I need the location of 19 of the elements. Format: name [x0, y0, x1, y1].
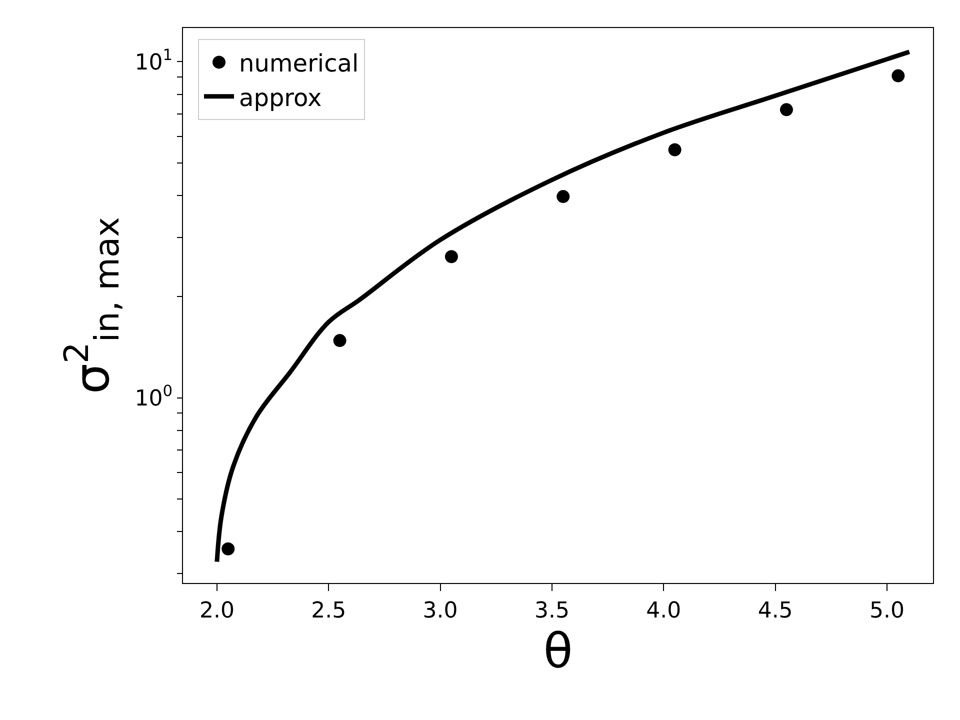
legend-label: approx [239, 84, 322, 112]
legend-label: numerical [239, 50, 359, 78]
x-tick-label: 5.0 [869, 598, 904, 624]
x-tick-label: 4.5 [758, 598, 793, 624]
point [333, 334, 346, 348]
point [668, 143, 682, 156]
x-tick-label: 4.0 [646, 598, 682, 624]
point [780, 103, 793, 116]
x-tick-label: 2.0 [199, 598, 234, 624]
x-tick-label: 3.0 [422, 598, 458, 624]
point [222, 542, 235, 556]
x-tick-label: 3.5 [534, 598, 570, 624]
point [892, 69, 905, 82]
y-tick-label: 10$^{0}$ [134, 382, 172, 412]
point [556, 190, 570, 204]
x-axis-title: θ [543, 624, 573, 680]
x-tick-label: 2.5 [311, 598, 346, 624]
point [444, 250, 458, 264]
y-tick-label: 10$^{1}$ [134, 46, 172, 76]
